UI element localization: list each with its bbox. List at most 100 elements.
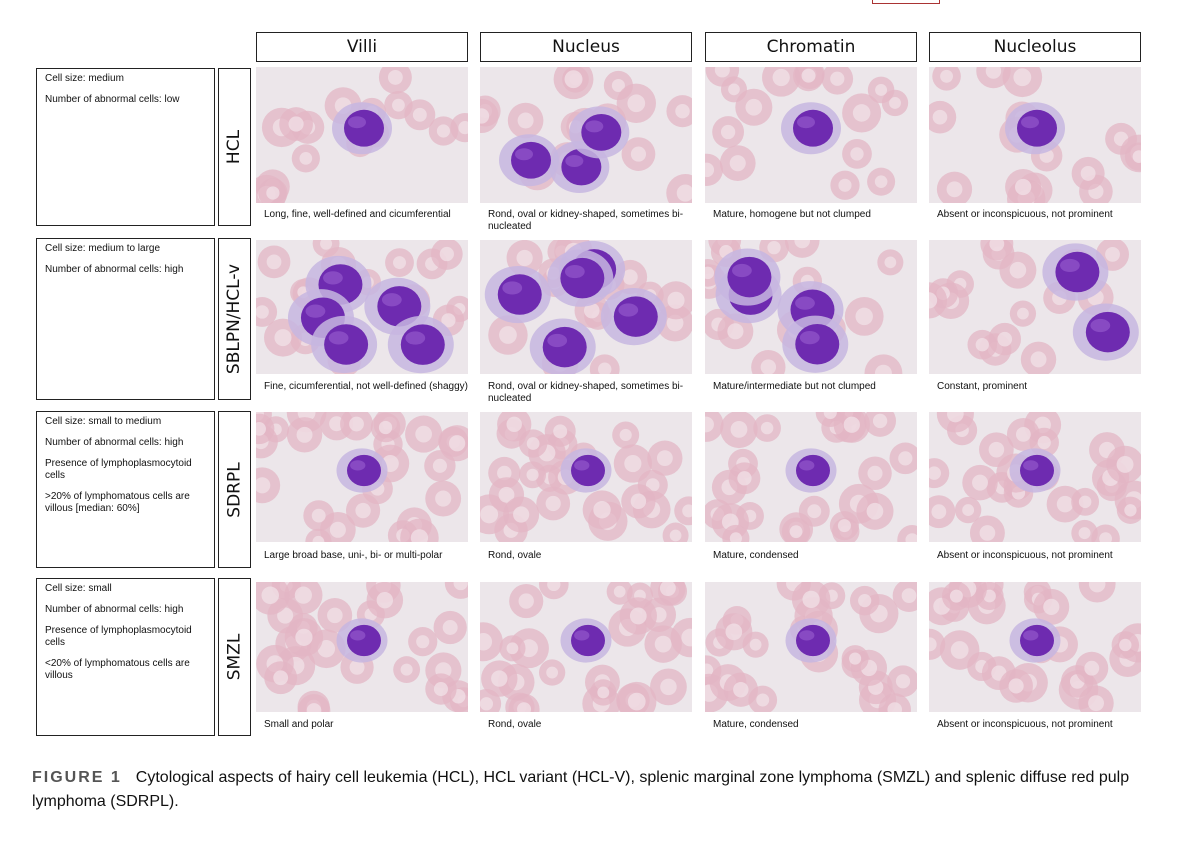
rbc-shape — [1002, 67, 1043, 98]
lymphocyte-shape — [785, 448, 837, 493]
rbc-shape — [735, 88, 773, 126]
micrograph-smzl-villi — [256, 582, 468, 712]
rbc-shape — [929, 282, 948, 319]
column-header-nucleolus: Nucleolus — [929, 32, 1141, 62]
rbc-shape — [279, 107, 313, 141]
rbc-shape — [621, 137, 656, 171]
row-label-smzl: SMZL — [218, 578, 251, 736]
info-box-smzl: Cell size: small Number of abnormal cell… — [36, 578, 215, 736]
info-line: Presence of lymphoplasmocytoid cells — [45, 625, 192, 648]
rbc-shape — [929, 495, 956, 529]
rbc-shape — [932, 67, 961, 91]
micrograph-smzl-nucleus — [480, 582, 692, 712]
rbc-shape — [936, 171, 973, 203]
rbc-shape — [666, 95, 692, 128]
lymphocyte-shape — [1009, 448, 1061, 493]
rbc-shape — [553, 67, 594, 100]
rbc-shape — [674, 496, 692, 526]
lymphocyte-shape — [1042, 243, 1109, 301]
rbc-shape — [480, 98, 499, 134]
rbc-shape — [889, 442, 917, 475]
rbc-shape — [719, 145, 756, 182]
rbc-shape — [297, 694, 331, 712]
info-line: <20% of lymphomatous cells are villous — [45, 658, 190, 681]
micrograph-image — [929, 582, 1141, 712]
column-header-nucleus: Nucleus — [480, 32, 692, 62]
lymphocyte-shape — [332, 102, 392, 155]
rbc-shape — [444, 582, 468, 599]
info-box-sblpn: Cell size: medium to large Number of abn… — [36, 238, 215, 400]
rbc-shape — [1071, 487, 1100, 516]
rbc-shape — [256, 467, 281, 504]
micrograph-sblpn-chromatin — [705, 240, 917, 374]
rbc-shape — [499, 635, 526, 662]
micrograph-image — [256, 67, 468, 203]
rbc-shape — [616, 83, 656, 123]
rbc-shape — [712, 116, 745, 148]
rbc-shape — [503, 496, 540, 533]
rbc-shape — [538, 659, 566, 686]
rbc-shape — [742, 631, 769, 658]
caption-sblpn-nucleus: Rond, oval or kidney-shaped, sometimes b… — [488, 381, 684, 404]
lymphocyte-shape — [336, 448, 388, 493]
lymphocyte-shape — [782, 315, 849, 373]
rbc-shape — [256, 582, 290, 615]
lymphocyte-shape — [1005, 102, 1065, 155]
rbc-shape — [366, 582, 404, 619]
rbc-shape — [1078, 582, 1116, 603]
rbc-shape — [941, 582, 971, 611]
micrograph-image — [480, 240, 692, 374]
rbc-shape — [999, 669, 1033, 703]
micrograph-sdrpl-nucleolus — [929, 412, 1141, 542]
rbc-shape — [613, 444, 652, 483]
rbc-shape — [841, 645, 869, 673]
caption-smzl-chromatin: Mature, condensed — [713, 719, 799, 730]
rbc-shape — [753, 414, 781, 442]
rbc-shape — [1075, 651, 1109, 685]
rbc-shape — [544, 415, 576, 447]
rbc-shape — [867, 76, 895, 104]
caption-sblpn-nucleolus: Constant, prominent — [937, 381, 1028, 392]
rbc-shape — [858, 456, 892, 491]
rbc-shape — [781, 517, 811, 542]
micrograph-image — [929, 412, 1141, 542]
rbc-shape — [842, 139, 872, 169]
rbc-shape — [647, 440, 683, 476]
rbc-shape — [830, 170, 860, 200]
micrograph-hcl-nucleus — [480, 67, 692, 203]
rbc-shape — [519, 461, 547, 489]
caption-hcl-villi: Long, fine, well-defined and cicumferent… — [264, 209, 451, 220]
lymphocyte-shape — [781, 102, 841, 155]
caption-sdrpl-nucleus: Rond, ovale — [488, 550, 542, 561]
rbc-shape — [999, 251, 1037, 289]
rbc-shape — [400, 518, 439, 542]
figure-caption: FIGURE 1 Cytological aspects of hairy cel… — [32, 766, 1162, 814]
rbc-shape — [929, 628, 946, 660]
rbc-shape — [720, 76, 747, 103]
caption-sdrpl-nucleolus: Absent or inconspicuous, not prominent — [937, 550, 1113, 561]
rbc-shape — [705, 412, 724, 442]
rbc-shape — [967, 329, 998, 360]
rbc-shape — [488, 315, 528, 355]
rbc-shape — [1033, 588, 1070, 625]
rbc-shape — [284, 618, 324, 657]
rbc-shape — [833, 412, 870, 443]
rbc-shape — [1005, 168, 1042, 203]
micrograph-image — [705, 67, 917, 203]
rbc-shape — [589, 354, 620, 374]
rbc-shape — [258, 178, 288, 203]
micrograph-image — [929, 67, 1141, 203]
micrograph-image — [480, 582, 692, 712]
rbc-shape — [291, 144, 320, 173]
info-line: >20% of lymphomatous cells are villous [… — [45, 491, 190, 514]
rbc-shape — [340, 412, 373, 441]
rbc-shape — [976, 67, 1011, 89]
micrograph-sblpn-nucleolus — [929, 240, 1141, 374]
row-label-hcl: HCL — [218, 68, 251, 226]
rbc-shape — [929, 458, 950, 489]
rbc-shape — [864, 354, 903, 374]
rbc-shape — [256, 296, 278, 327]
rbc-shape — [507, 102, 544, 139]
micrograph-image — [256, 240, 468, 374]
micrograph-hcl-chromatin — [705, 67, 917, 203]
